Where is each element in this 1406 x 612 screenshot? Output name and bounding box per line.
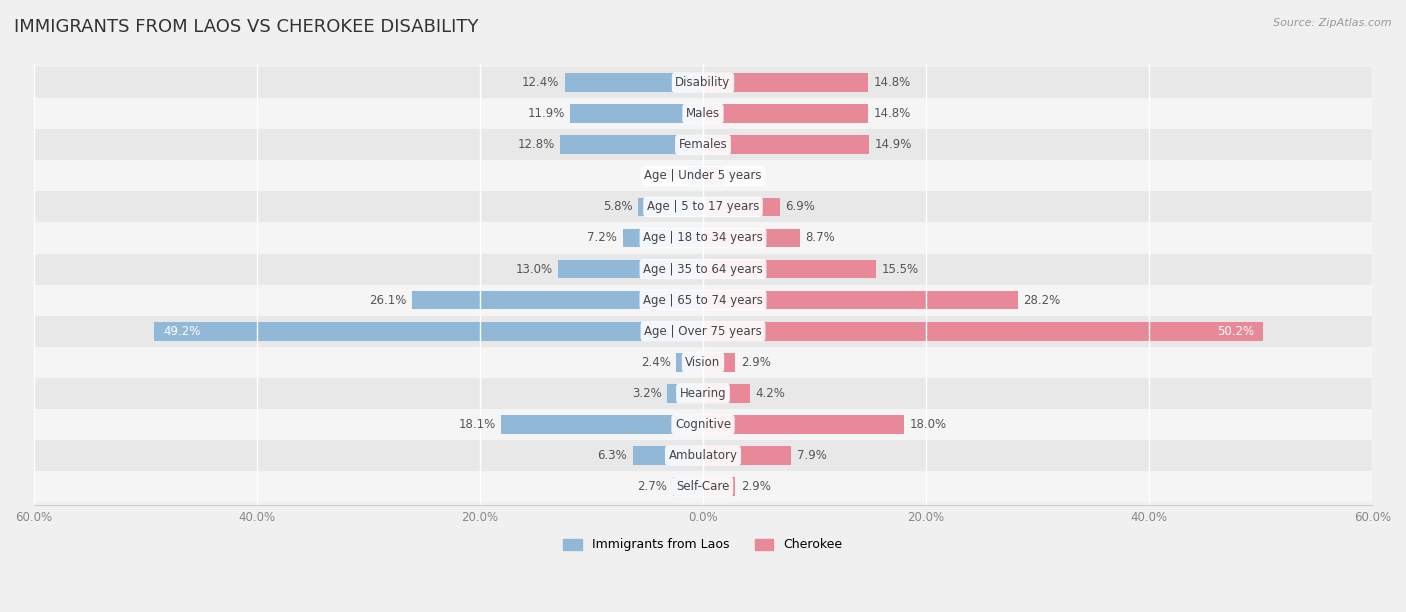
Text: Age | Under 5 years: Age | Under 5 years	[644, 170, 762, 182]
Text: 28.2%: 28.2%	[1024, 294, 1060, 307]
Bar	[689, 166, 703, 185]
Bar	[34, 285, 1372, 316]
Bar	[565, 73, 703, 92]
Bar	[668, 384, 703, 403]
Text: 6.9%: 6.9%	[786, 200, 815, 214]
Bar	[560, 135, 703, 154]
Bar	[34, 316, 1372, 347]
Bar	[34, 440, 1372, 471]
Bar	[703, 322, 1263, 340]
Bar	[34, 129, 1372, 160]
Bar	[703, 73, 868, 92]
Bar	[703, 353, 735, 371]
Bar	[34, 253, 1372, 285]
Text: 49.2%: 49.2%	[163, 325, 201, 338]
Bar	[676, 353, 703, 371]
Text: Age | 5 to 17 years: Age | 5 to 17 years	[647, 200, 759, 214]
Bar	[633, 446, 703, 465]
Bar	[501, 415, 703, 434]
Text: 14.8%: 14.8%	[873, 107, 911, 120]
Text: 12.4%: 12.4%	[522, 76, 560, 89]
Text: 1.8%: 1.8%	[728, 170, 758, 182]
Text: Age | 18 to 34 years: Age | 18 to 34 years	[643, 231, 763, 245]
Text: Hearing: Hearing	[679, 387, 727, 400]
Bar	[34, 222, 1372, 253]
Text: 2.9%: 2.9%	[741, 480, 770, 493]
Text: 2.9%: 2.9%	[741, 356, 770, 369]
Text: 14.8%: 14.8%	[873, 76, 911, 89]
Text: Disability: Disability	[675, 76, 731, 89]
Text: 18.0%: 18.0%	[910, 418, 946, 431]
Text: 4.2%: 4.2%	[755, 387, 786, 400]
Text: Self-Care: Self-Care	[676, 480, 730, 493]
Bar	[703, 135, 869, 154]
Bar	[638, 198, 703, 216]
Bar	[34, 67, 1372, 98]
Bar	[34, 160, 1372, 192]
Text: 2.7%: 2.7%	[637, 480, 668, 493]
Bar	[703, 105, 868, 123]
Text: 12.8%: 12.8%	[517, 138, 554, 151]
Bar	[703, 477, 735, 496]
Text: 3.2%: 3.2%	[631, 387, 662, 400]
Text: IMMIGRANTS FROM LAOS VS CHEROKEE DISABILITY: IMMIGRANTS FROM LAOS VS CHEROKEE DISABIL…	[14, 18, 478, 36]
Text: 5.8%: 5.8%	[603, 200, 633, 214]
Bar	[703, 291, 1018, 310]
Bar	[703, 415, 904, 434]
Text: 15.5%: 15.5%	[882, 263, 918, 275]
Bar	[34, 192, 1372, 222]
Text: 1.3%: 1.3%	[654, 170, 683, 182]
Text: Ambulatory: Ambulatory	[668, 449, 738, 462]
Text: 13.0%: 13.0%	[515, 263, 553, 275]
Text: 26.1%: 26.1%	[368, 294, 406, 307]
Bar	[703, 384, 749, 403]
Bar	[703, 166, 723, 185]
Bar	[34, 378, 1372, 409]
Text: 11.9%: 11.9%	[527, 107, 565, 120]
Text: 7.2%: 7.2%	[588, 231, 617, 245]
Bar	[703, 229, 800, 247]
Text: 50.2%: 50.2%	[1218, 325, 1254, 338]
Text: Source: ZipAtlas.com: Source: ZipAtlas.com	[1274, 18, 1392, 28]
Bar	[412, 291, 703, 310]
Bar	[703, 198, 780, 216]
Text: 6.3%: 6.3%	[598, 449, 627, 462]
Bar	[571, 105, 703, 123]
Text: Males: Males	[686, 107, 720, 120]
Text: Cognitive: Cognitive	[675, 418, 731, 431]
Bar	[623, 229, 703, 247]
Text: Age | Over 75 years: Age | Over 75 years	[644, 325, 762, 338]
Bar	[558, 259, 703, 278]
Text: Females: Females	[679, 138, 727, 151]
Bar	[34, 98, 1372, 129]
Text: Age | 35 to 64 years: Age | 35 to 64 years	[643, 263, 763, 275]
Text: 7.9%: 7.9%	[797, 449, 827, 462]
Bar	[34, 409, 1372, 440]
Bar	[673, 477, 703, 496]
Text: 2.4%: 2.4%	[641, 356, 671, 369]
Bar	[703, 259, 876, 278]
Text: Vision: Vision	[685, 356, 721, 369]
Legend: Immigrants from Laos, Cherokee: Immigrants from Laos, Cherokee	[558, 534, 848, 556]
Bar	[34, 471, 1372, 502]
Text: Age | 65 to 74 years: Age | 65 to 74 years	[643, 294, 763, 307]
Text: 18.1%: 18.1%	[458, 418, 495, 431]
Text: 8.7%: 8.7%	[806, 231, 835, 245]
Bar	[34, 347, 1372, 378]
Text: 14.9%: 14.9%	[875, 138, 912, 151]
Bar	[703, 446, 792, 465]
Bar	[155, 322, 703, 340]
